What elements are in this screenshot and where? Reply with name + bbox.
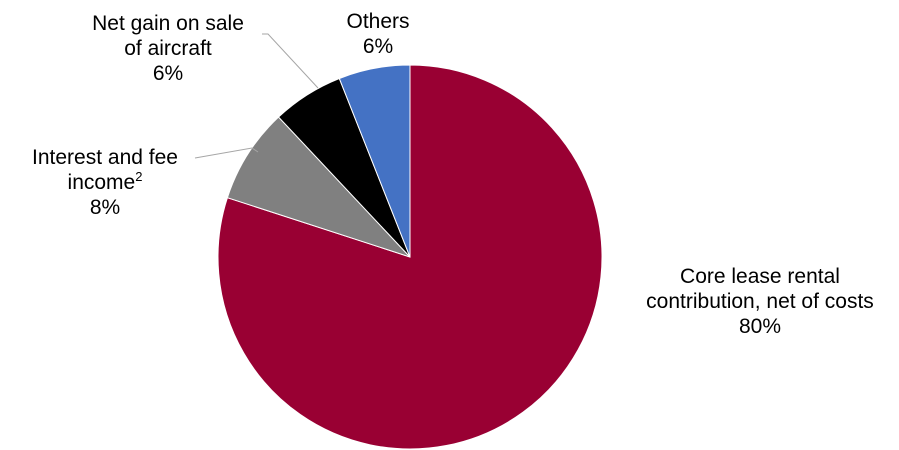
data-label-percent: 8%: [90, 196, 120, 219]
data-label-percent: 80%: [739, 315, 781, 338]
data-label-line: Interest and fee: [32, 146, 178, 169]
data-label-line: income2: [68, 169, 143, 194]
data-label-percent: 6%: [363, 35, 393, 58]
data-label-line: contribution, net of costs: [646, 290, 874, 313]
footnote-superscript: 2: [135, 169, 142, 184]
data-label-line: of aircraft: [124, 37, 212, 60]
data-label-line: Net gain on sale: [92, 12, 244, 35]
leader-lines: [194, 33, 319, 159]
data-label-percent: 6%: [153, 62, 183, 85]
leader-line-3: [262, 33, 319, 89]
data-label-line: Core lease rental: [680, 265, 840, 288]
pie-slice-2: [226, 116, 411, 258]
data-label-line: Others: [346, 10, 409, 33]
leader-line-2: [194, 147, 259, 159]
pie-slices: [217, 64, 603, 450]
pie-slice-4: [338, 64, 411, 258]
